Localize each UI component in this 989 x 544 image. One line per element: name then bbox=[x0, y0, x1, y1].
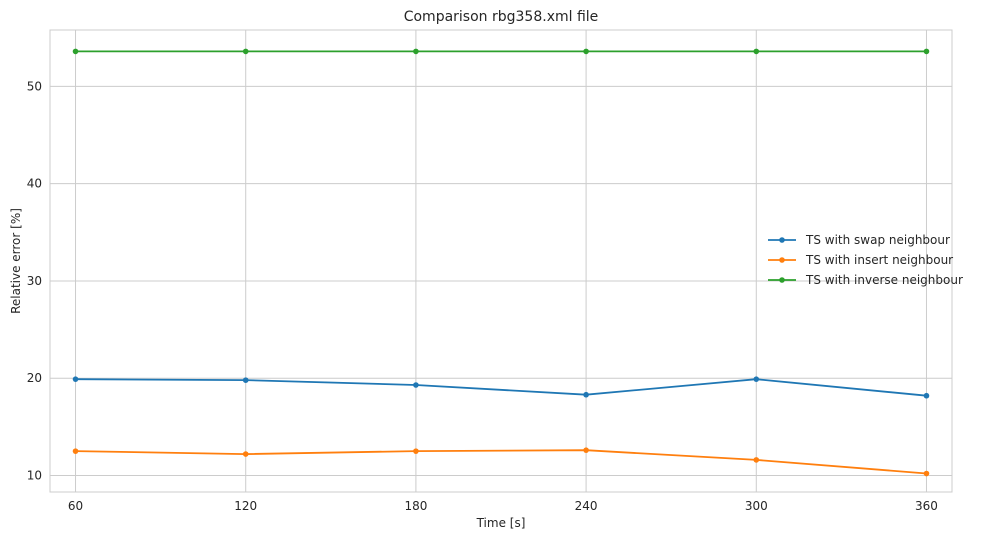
data-point bbox=[413, 448, 419, 454]
series-lines bbox=[72, 48, 930, 477]
y-axis-label: Relative error [%] bbox=[9, 208, 23, 314]
chart-title: Comparison rbg358.xml file bbox=[404, 9, 599, 25]
legend: TS with swap neighbour TS with insert nei… bbox=[768, 233, 963, 287]
legend-entry: TS with insert neighbour bbox=[805, 253, 953, 267]
series-line bbox=[75, 449, 927, 475]
data-point bbox=[72, 376, 79, 382]
y-tick-label: 30 bbox=[27, 274, 42, 288]
data-point bbox=[583, 391, 589, 398]
y-tick-label: 10 bbox=[27, 468, 42, 482]
x-axis-label: Time [s] bbox=[476, 516, 526, 530]
data-point bbox=[753, 376, 760, 382]
data-point bbox=[923, 48, 930, 55]
data-point bbox=[583, 447, 589, 453]
y-tick-label: 40 bbox=[27, 177, 42, 191]
x-tick-label: 180 bbox=[404, 499, 427, 513]
data-point bbox=[413, 48, 419, 55]
data-point bbox=[753, 48, 760, 55]
data-point bbox=[923, 392, 930, 399]
x-tick-label: 360 bbox=[915, 499, 938, 513]
data-point bbox=[242, 451, 249, 457]
y-tick-label: 20 bbox=[27, 371, 42, 385]
x-tick-label: 240 bbox=[575, 499, 598, 513]
data-point bbox=[413, 382, 419, 388]
legend-entry: TS with swap neighbour bbox=[805, 233, 950, 247]
legend-marker bbox=[779, 237, 785, 243]
x-tick-label: 60 bbox=[68, 499, 83, 513]
data-point bbox=[72, 48, 79, 55]
data-point bbox=[72, 448, 79, 454]
data-point bbox=[753, 457, 760, 463]
x-tick-label: 300 bbox=[745, 499, 768, 513]
x-tick-label: 120 bbox=[234, 499, 257, 513]
legend-marker bbox=[779, 257, 785, 263]
legend-entry: TS with inverse neighbour bbox=[805, 273, 963, 287]
series-line bbox=[75, 378, 927, 397]
data-point bbox=[242, 48, 249, 55]
legend-marker bbox=[779, 277, 785, 283]
tick-labels: 60 120 180 240 300 360 10 20 30 40 50 bbox=[27, 79, 938, 513]
y-tick-label: 50 bbox=[27, 79, 42, 93]
plot-area bbox=[49, 29, 953, 493]
data-point bbox=[583, 48, 589, 55]
data-point bbox=[242, 377, 249, 383]
grid-lines bbox=[50, 30, 952, 492]
data-point bbox=[923, 470, 930, 477]
